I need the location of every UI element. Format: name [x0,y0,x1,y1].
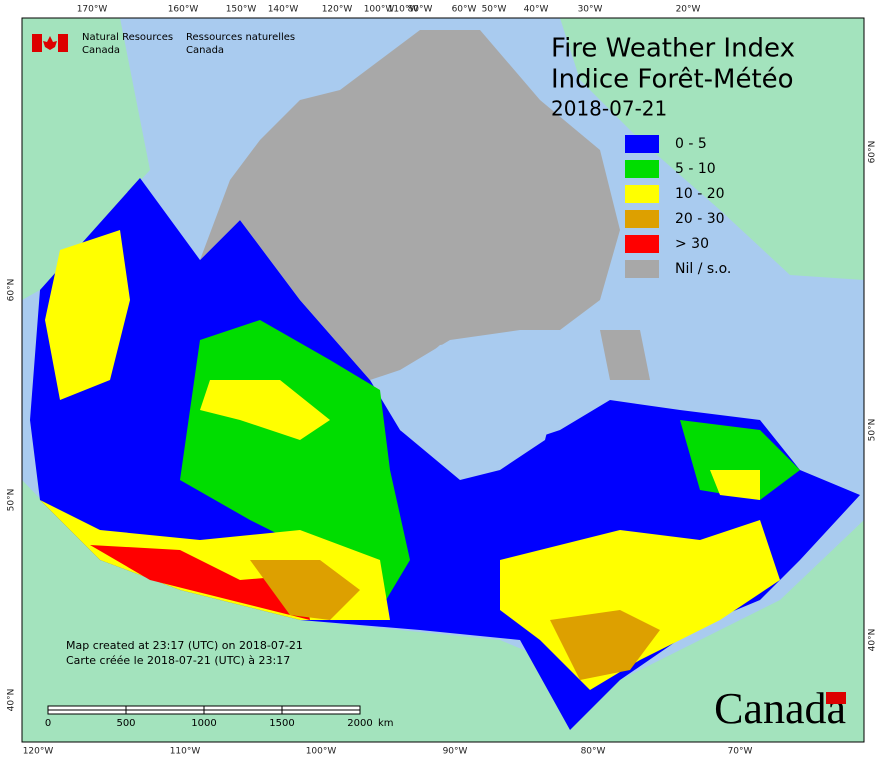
fwi-green-east [680,420,800,500]
agency-en: Natural Resources [82,32,173,43]
agency-fr-2: Canada [186,45,224,56]
lon-label: 20°W [676,5,701,15]
lat-label: 60°N [868,141,878,164]
lon-label: 110°W [388,5,419,15]
maple-leaf [43,36,57,50]
lat-label: 60°N [7,279,17,302]
lon-label: 40°W [524,5,549,15]
legend-swatch [625,160,659,178]
agency-en-2: Canada [82,45,120,56]
legend-label: 0 - 5 [675,136,707,152]
united-states [22,480,864,742]
lon-label: 110°W [170,747,201,757]
legend-swatch [625,185,659,203]
map-frame [21,17,865,743]
fwi-yellow-north [200,380,330,440]
scale-unit: km [378,718,394,729]
lon-label: 170°W [77,5,108,15]
lat-label: 40°N [868,629,878,652]
note: Carte créée le 2018-07-21 (UTC) à 23:17 [66,654,290,667]
legend-swatch [625,210,659,228]
lat-label: 50°N [868,419,878,442]
scale-label: 500 [116,718,135,729]
lat-label: 50°N [7,489,17,512]
fwi-yellow-bc [45,230,130,400]
hudson-bay [400,335,560,480]
lon-label: 120°W [322,5,353,15]
fwi-red-prairie [90,545,310,620]
scale-segment [281,709,361,715]
lon-label: 80°W [581,747,606,757]
lon-label: 150°W [226,5,257,15]
lon-label: 30°W [578,5,603,15]
legend-label: 5 - 10 [675,161,716,177]
scale-label: 2000 [347,718,372,729]
lon-label: 100°W [364,5,395,15]
wordmark-flag [826,692,846,704]
title-line1: Fire Weather Index [551,34,795,64]
labrador-nil [600,330,650,380]
scale-segment [47,705,127,711]
lon-label: 60°W [452,5,477,15]
lon-label: 100°W [306,747,337,757]
wordmark: Canada [714,684,846,733]
lon-label: 80°W [408,5,433,15]
lon-label: 140°W [268,5,299,15]
lon-label: 70°W [728,747,753,757]
legend-label: Nil / s.o. [675,261,731,277]
scale-label: 1500 [269,718,294,729]
legend-label: > 30 [675,236,709,252]
lon-label: 160°W [168,5,199,15]
flag-left [32,34,42,52]
lon-label: 50°W [482,5,507,15]
scale-segment [125,709,205,715]
legend-label: 10 - 20 [675,186,725,202]
fwi-orange-east [550,610,660,680]
lon-label: 90°W [443,747,468,757]
legend-swatch [625,135,659,153]
title-line2: Indice Forêt-Météo [551,65,794,95]
note: Map created at 23:17 (UTC) on 2018-07-21 [66,639,303,652]
lat-label: 40°N [7,689,17,712]
flag-right [58,34,68,52]
scale-segment [203,705,283,711]
scale-label: 0 [45,718,51,729]
alaska [22,18,150,300]
fwi-yellow-labrador [710,470,760,500]
title-date: 2018-07-21 [551,97,667,121]
legend-swatch [625,260,659,278]
legend-swatch [625,235,659,253]
lon-label: 120°W [23,747,54,757]
agency-fr: Ressources naturelles [186,32,295,43]
fwi-orange-prairie [250,560,360,620]
legend-label: 20 - 30 [675,211,725,227]
greenland [560,18,864,280]
arctic-nil [200,30,620,380]
scale-label: 1000 [191,718,216,729]
